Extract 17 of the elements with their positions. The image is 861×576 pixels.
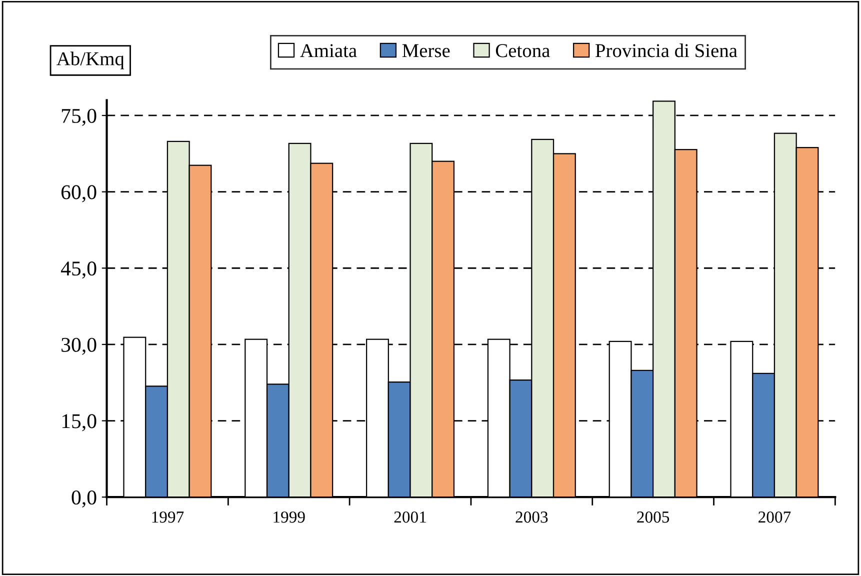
- x-tick-label: 1999: [274, 512, 305, 523]
- y-tick-label: 60,0: [61, 185, 96, 202]
- legend-label: Amiata: [300, 44, 357, 58]
- x-tick-label: 2001: [394, 511, 426, 523]
- legend-label: Cetona: [496, 44, 550, 58]
- y-axis-title: Ab/Kmq: [56, 52, 124, 70]
- x-tick-label: 2005: [637, 511, 670, 523]
- x-tick-label: 1997: [152, 512, 184, 523]
- y-tick-label: 30,0: [62, 338, 96, 355]
- y-tick-label: 0,0: [72, 490, 96, 508]
- y-tick-label: 15,0: [62, 414, 96, 432]
- y-tick-label: 45,0: [60, 262, 96, 279]
- x-tick-label: 2007: [758, 511, 791, 523]
- x-tick-label: 2003: [516, 511, 548, 523]
- legend-label: Provincia di Siena: [596, 44, 738, 58]
- legend-label: Merse: [402, 44, 450, 58]
- y-tick-label: 75,0: [62, 108, 96, 126]
